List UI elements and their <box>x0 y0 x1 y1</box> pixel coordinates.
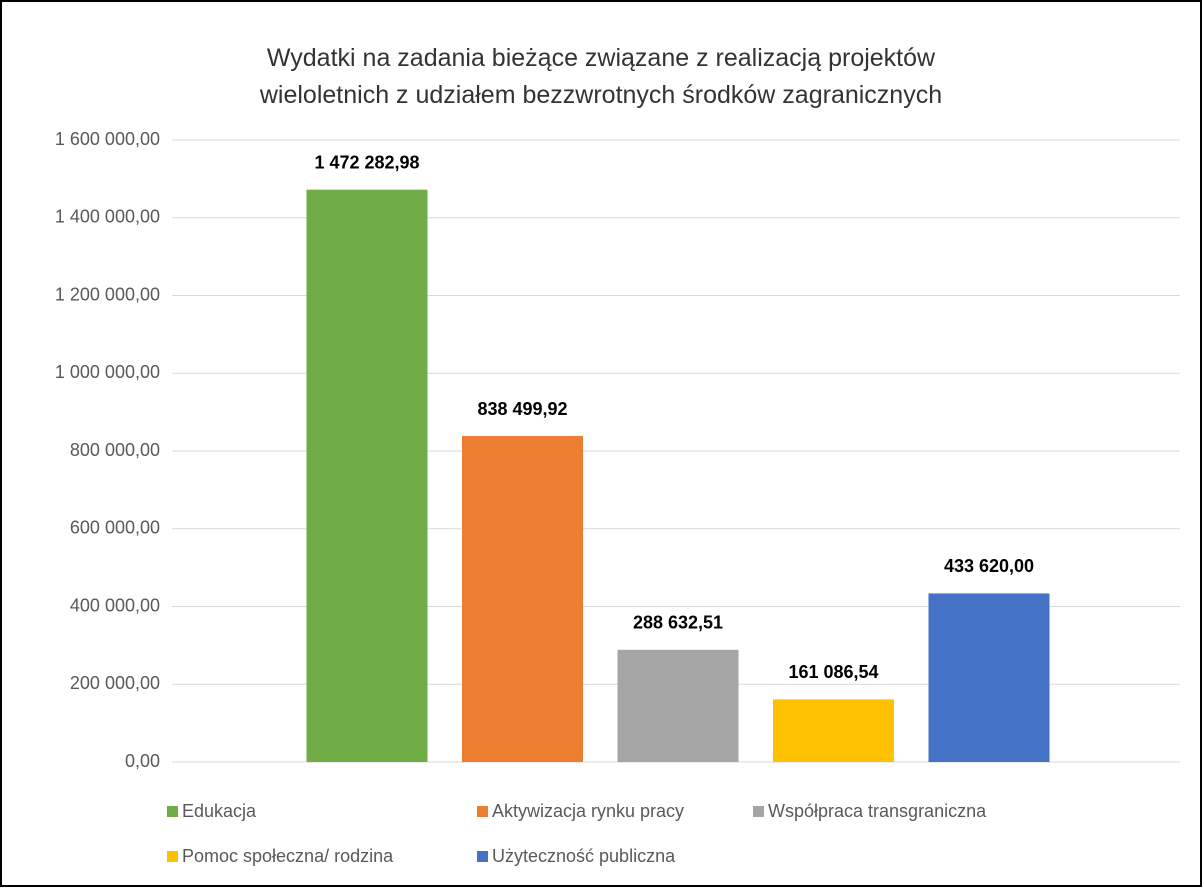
bar <box>306 189 428 762</box>
y-tick-label: 1 200 000,00 <box>55 284 160 304</box>
data-label: 1 472 282,98 <box>314 152 419 172</box>
data-label: 161 086,54 <box>788 662 878 682</box>
y-tick-label: 1 400 000,00 <box>55 207 160 227</box>
legend-label: Współpraca transgraniczna <box>768 801 987 821</box>
bar <box>928 593 1050 762</box>
legend-label: Pomoc społeczna/ rodzina <box>182 846 394 866</box>
y-tick-label: 200 000,00 <box>70 673 160 693</box>
legend-swatch <box>753 806 764 817</box>
y-tick-label: 600 000,00 <box>70 518 160 538</box>
data-label: 288 632,51 <box>633 613 723 633</box>
y-tick-label: 400 000,00 <box>70 595 160 615</box>
y-tick-label: 1 600 000,00 <box>55 129 160 149</box>
y-tick-label: 1 000 000,00 <box>55 362 160 382</box>
y-tick-label: 800 000,00 <box>70 440 160 460</box>
legend-label: Użyteczność publiczna <box>492 846 676 866</box>
legend-swatch <box>167 851 178 862</box>
legend-label: Aktywizacja rynku pracy <box>492 801 684 821</box>
legend-swatch <box>477 806 488 817</box>
legend-swatch <box>477 851 488 862</box>
bar <box>773 699 894 762</box>
y-tick-label: 0,00 <box>125 751 160 771</box>
bar <box>617 649 739 762</box>
bar <box>462 436 583 762</box>
legend-label: Edukacja <box>182 801 257 821</box>
data-label: 433 620,00 <box>944 556 1034 576</box>
data-label: 838 499,92 <box>477 399 567 419</box>
chart-title: Wydatki na zadania bieżące związane z re… <box>259 44 943 109</box>
legend-swatch <box>167 806 178 817</box>
